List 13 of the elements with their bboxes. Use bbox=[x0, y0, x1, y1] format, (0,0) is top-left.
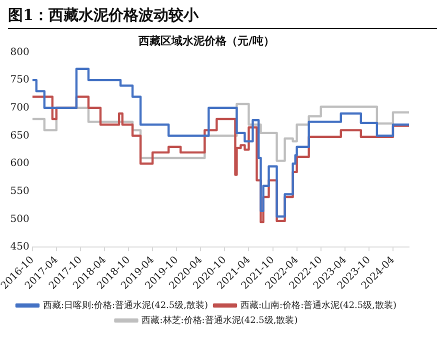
y-tick-label: 750 bbox=[10, 74, 30, 86]
y-tick-label: 550 bbox=[10, 186, 30, 198]
y-tick-label: 700 bbox=[10, 102, 30, 114]
legend-label: 西藏:林芝:价格:普通水泥(42.5级,散装) bbox=[142, 314, 298, 326]
y-tick-label: 450 bbox=[10, 242, 30, 253]
chart-title: 西藏区域水泥价格（元/吨） bbox=[137, 34, 275, 48]
legend-label: 西藏:日喀则:价格:普通水泥(42.5级,散装) bbox=[42, 300, 208, 311]
legend-label: 西藏:山南:价格:普通水泥(42.5级,散装) bbox=[240, 300, 397, 311]
y-tick-label: 650 bbox=[10, 130, 30, 142]
y-tick-label: 600 bbox=[10, 158, 30, 170]
y-tick-label: 800 bbox=[10, 46, 30, 58]
caption: 图1：西藏水泥价格波动较小 bbox=[8, 4, 437, 29]
y-tick-label: 500 bbox=[10, 214, 30, 225]
